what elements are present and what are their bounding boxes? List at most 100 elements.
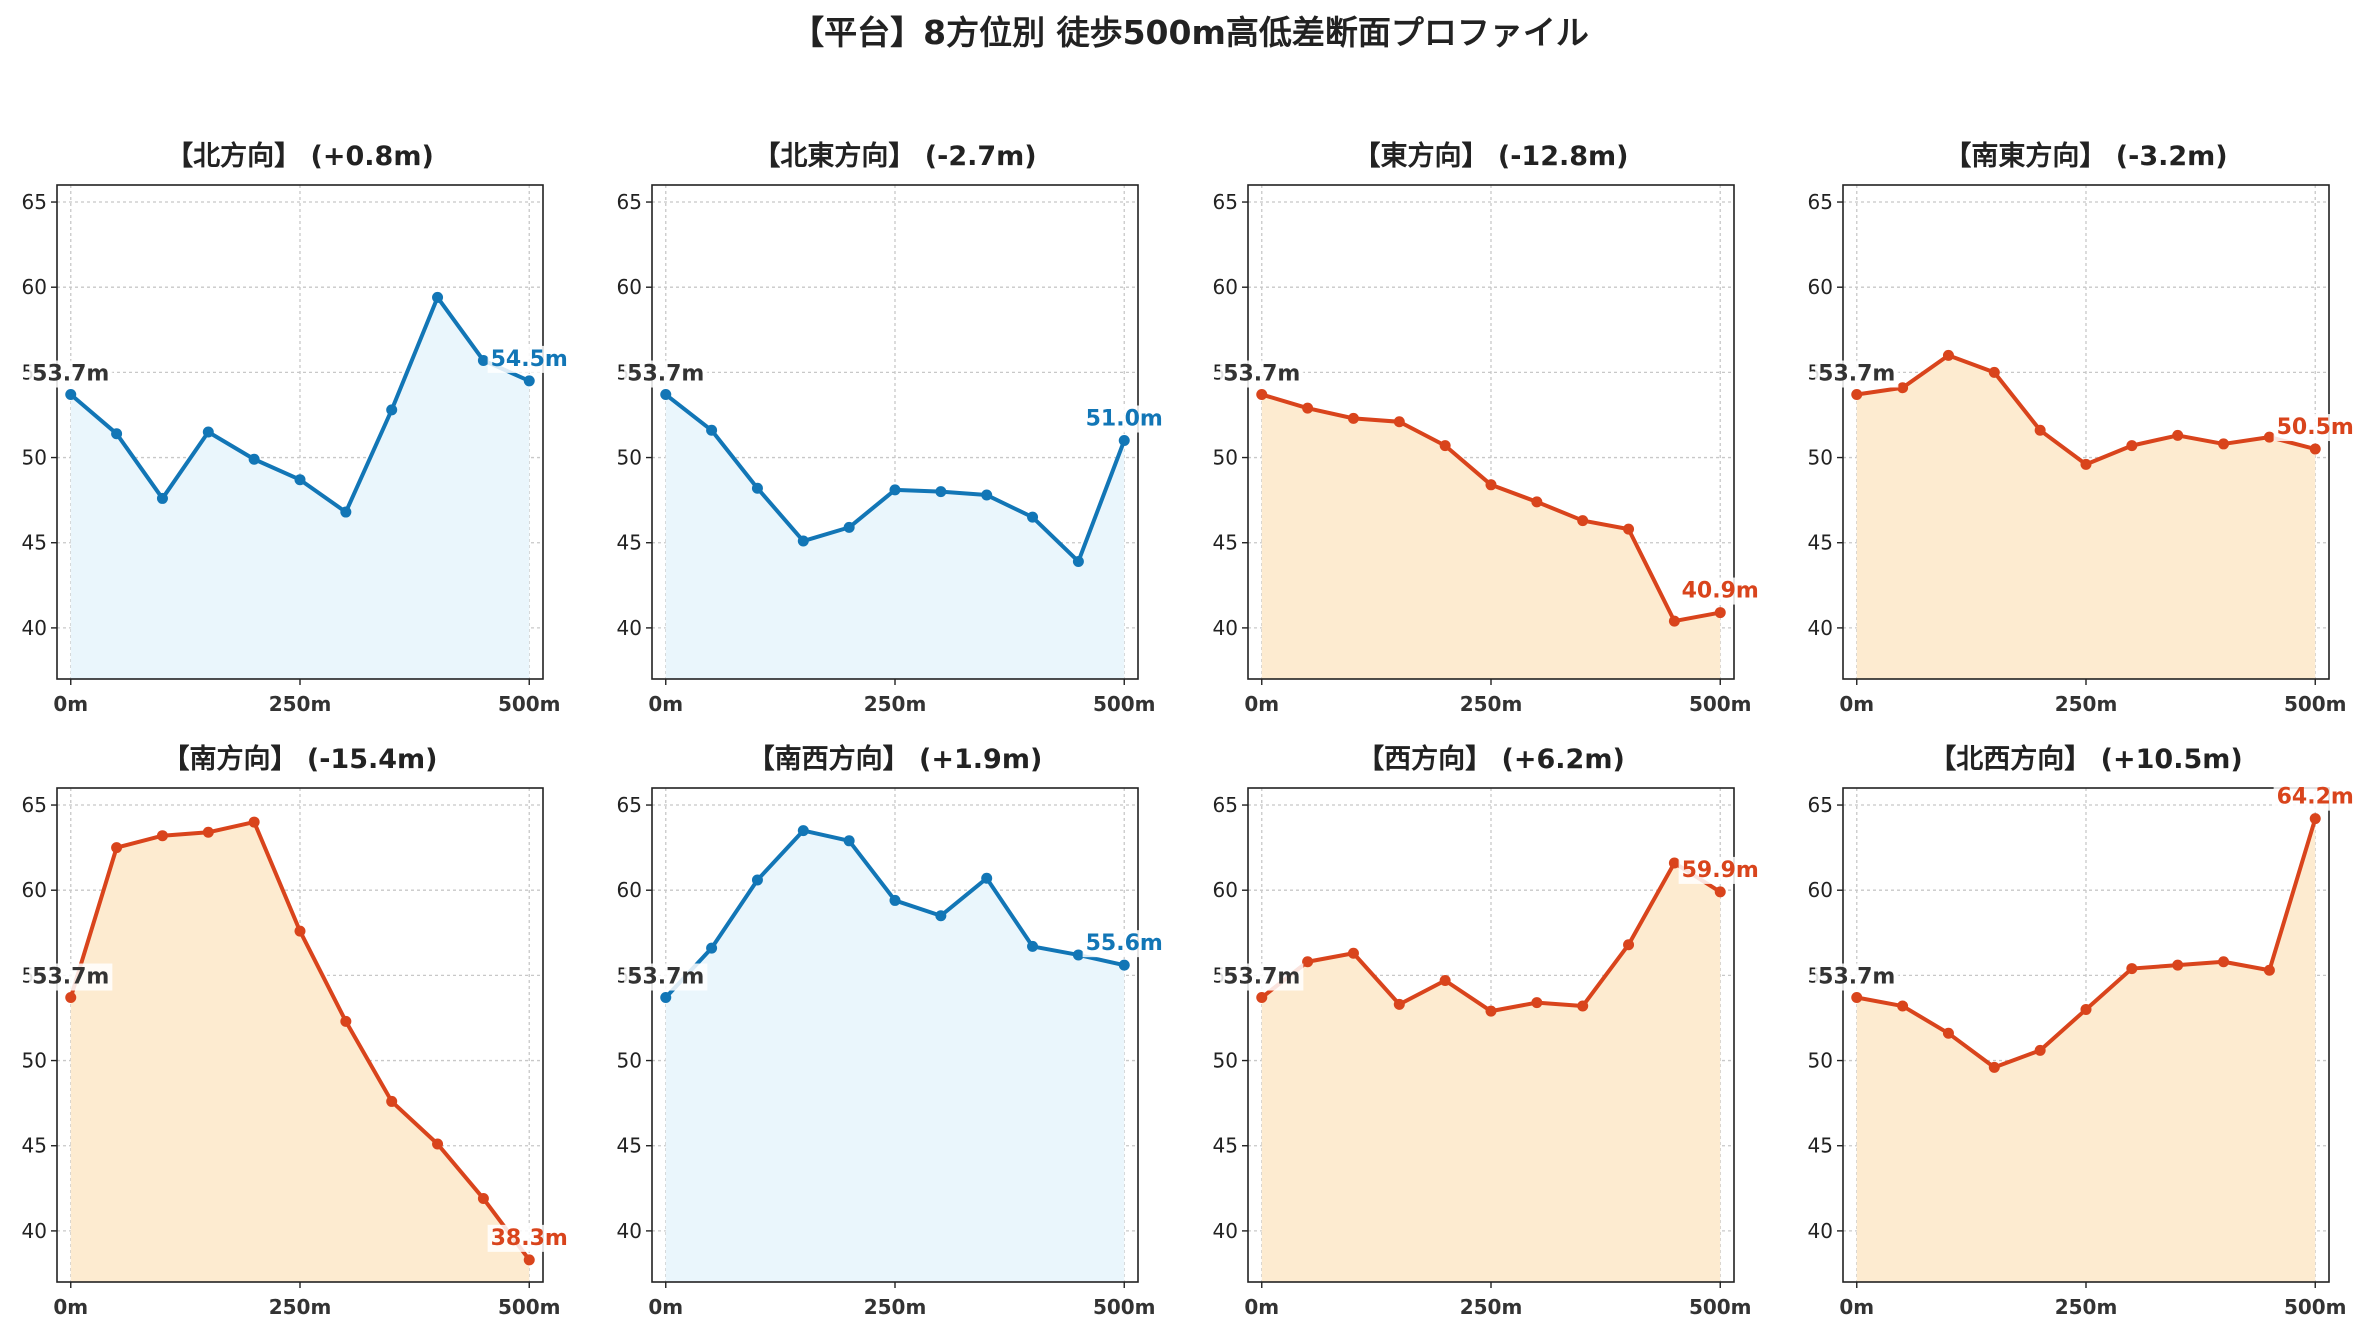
- y-tick-label: 45: [617, 1134, 642, 1158]
- data-point: [1118, 435, 1130, 447]
- y-tick-label: 65: [1213, 793, 1238, 817]
- panel-title: 【西方向】 (+6.2m): [1357, 743, 1625, 775]
- data-point: [1577, 1000, 1589, 1012]
- y-tick-label: 50: [1213, 1049, 1238, 1073]
- panel-2: 【北東方向】 (-2.7m)4045505560650m250m500m53.7…: [617, 140, 1166, 716]
- area-fill: [1856, 355, 2316, 679]
- panel-title: 【北方向】 (+0.8m): [166, 140, 434, 172]
- x-tick-label: 0m: [648, 1295, 683, 1319]
- start-label-background: [1220, 360, 1304, 388]
- y-tick-label: 65: [1808, 190, 1833, 214]
- data-point: [1302, 402, 1314, 414]
- data-point: [111, 842, 123, 854]
- data-point: [1072, 555, 1084, 567]
- area-fill: [70, 822, 530, 1282]
- data-point: [1531, 997, 1543, 1009]
- panel-8: 【北西方向】 (+10.5m)4045505560650m250m500m53.…: [1808, 743, 2357, 1319]
- data-point: [111, 428, 123, 440]
- data-point: [797, 535, 809, 547]
- data-point: [1393, 416, 1405, 428]
- data-point: [751, 874, 763, 886]
- y-tick-label: 40: [1808, 1219, 1833, 1243]
- y-tick-label: 50: [1808, 1049, 1833, 1073]
- data-point: [981, 872, 993, 884]
- data-point: [1714, 886, 1726, 898]
- data-point: [2309, 443, 2321, 455]
- x-tick-label: 0m: [53, 692, 88, 716]
- y-tick-label: 45: [22, 1134, 47, 1158]
- x-tick-label: 250m: [269, 1295, 332, 1319]
- y-tick-label: 50: [617, 446, 642, 470]
- data-point: [1714, 607, 1726, 619]
- data-point: [1256, 992, 1268, 1004]
- x-tick-label: 0m: [1244, 692, 1279, 716]
- data-point: [706, 942, 718, 954]
- y-tick-label: 45: [1808, 531, 1833, 555]
- y-tick-label: 45: [1808, 1134, 1833, 1158]
- panel-4: 【南東方向】 (-3.2m)4045505560650m250m500m53.7…: [1808, 140, 2357, 716]
- end-label-background: [2273, 783, 2357, 811]
- y-tick-label: 60: [617, 878, 642, 902]
- data-point: [432, 1138, 444, 1150]
- end-elevation-label: 54.5m: [491, 347, 568, 372]
- area-fill: [1261, 394, 1721, 679]
- data-point: [889, 484, 901, 496]
- y-tick-label: 60: [22, 275, 47, 299]
- data-point: [2218, 438, 2230, 450]
- data-point: [1668, 857, 1680, 869]
- data-point: [1897, 382, 1909, 394]
- data-point: [751, 482, 763, 494]
- y-tick-label: 60: [617, 275, 642, 299]
- area-fill: [1261, 862, 1721, 1282]
- data-point: [1256, 389, 1268, 401]
- data-point: [1623, 523, 1635, 535]
- y-tick-label: 40: [1808, 616, 1833, 640]
- data-point: [2080, 458, 2092, 470]
- data-point: [1668, 615, 1680, 627]
- data-point: [843, 835, 855, 847]
- x-tick-label: 500m: [2284, 692, 2347, 716]
- y-tick-label: 40: [22, 1219, 47, 1243]
- data-point: [1577, 515, 1589, 527]
- data-point: [1072, 949, 1084, 961]
- y-tick-label: 45: [617, 531, 642, 555]
- end-elevation-label: 55.6m: [1086, 931, 1163, 956]
- data-point: [1347, 412, 1359, 424]
- data-point: [523, 375, 535, 387]
- data-point: [1439, 974, 1451, 986]
- data-point: [1485, 1005, 1497, 1017]
- data-point: [2034, 1044, 2046, 1056]
- y-tick-label: 40: [1213, 616, 1238, 640]
- y-tick-label: 40: [1213, 1219, 1238, 1243]
- x-tick-label: 0m: [1244, 1295, 1279, 1319]
- x-tick-label: 250m: [2055, 1295, 2118, 1319]
- y-tick-label: 65: [617, 793, 642, 817]
- data-point: [1851, 389, 1863, 401]
- data-point: [1851, 992, 1863, 1004]
- end-label-background: [1082, 930, 1166, 958]
- start-label-background: [29, 963, 113, 991]
- data-point: [2080, 1003, 2092, 1015]
- start-label-background: [624, 360, 708, 388]
- data-point: [706, 424, 718, 436]
- x-tick-label: 500m: [1093, 692, 1156, 716]
- data-point: [2218, 956, 2230, 968]
- data-point: [797, 825, 809, 837]
- panel-title: 【南西方向】 (+1.9m): [748, 743, 1043, 775]
- figure-title: 【平台】8方位別 徒歩500m高低差断面プロファイル: [791, 13, 1589, 52]
- y-tick-label: 45: [22, 531, 47, 555]
- data-point: [2172, 959, 2184, 971]
- start-elevation-label: 53.7m: [1223, 362, 1300, 387]
- y-tick-label: 50: [617, 1049, 642, 1073]
- x-tick-label: 0m: [1839, 692, 1874, 716]
- data-point: [660, 992, 672, 1004]
- data-point: [1942, 1027, 1954, 1039]
- area-fill: [665, 830, 1125, 1282]
- data-point: [156, 492, 168, 504]
- start-elevation-label: 53.7m: [627, 362, 704, 387]
- panel-grid: 【北方向】 (+0.8m)4045505560650m250m500m53.7m…: [22, 140, 2357, 1319]
- y-tick-label: 45: [1213, 1134, 1238, 1158]
- data-point: [340, 506, 352, 518]
- y-tick-label: 65: [1213, 190, 1238, 214]
- y-tick-label: 65: [22, 793, 47, 817]
